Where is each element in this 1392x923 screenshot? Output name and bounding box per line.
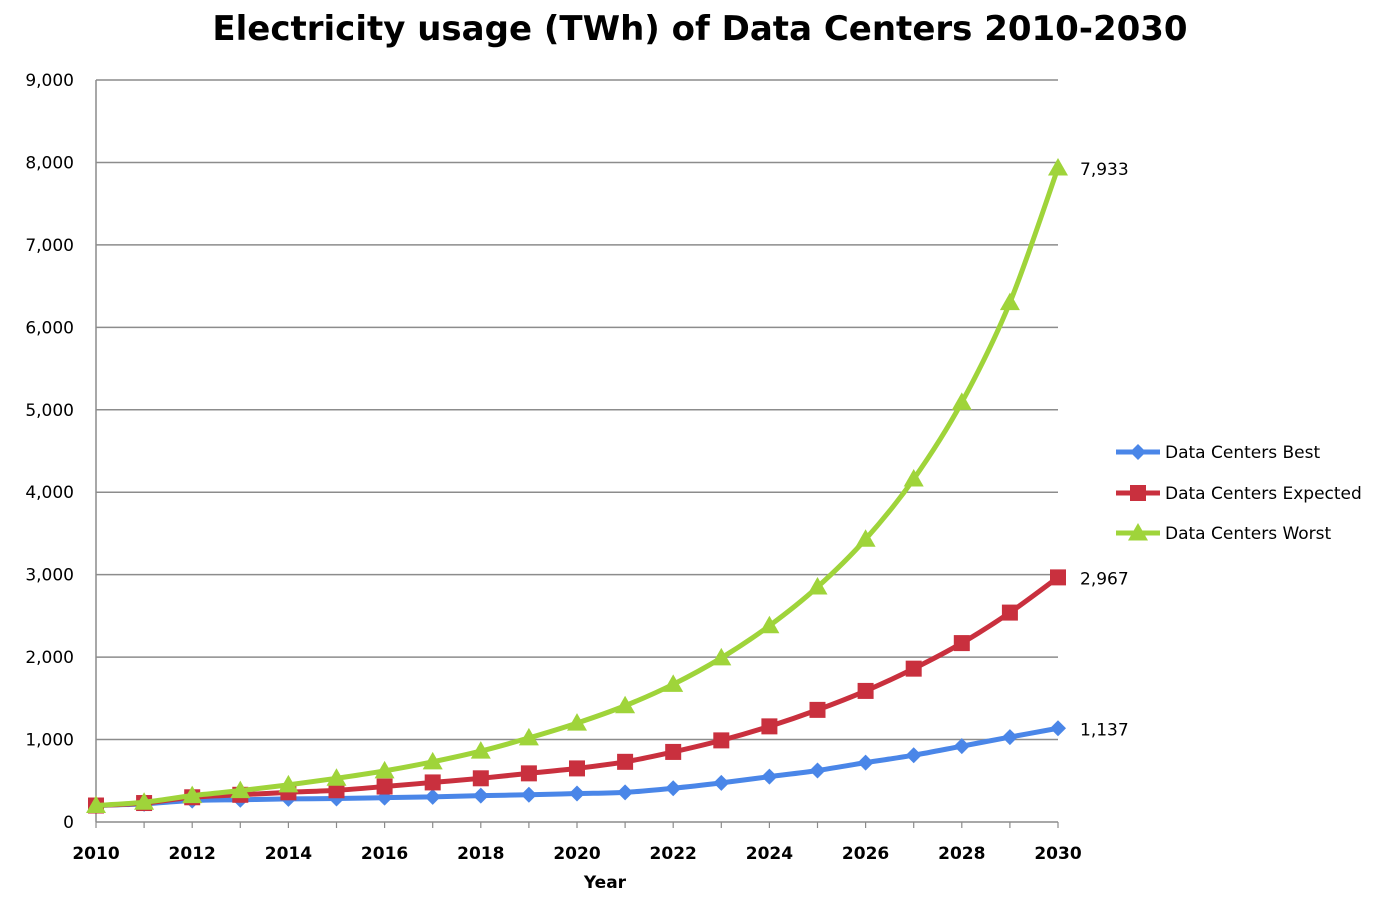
- x-axis-tick-labels: 2010 2012 2014 2016 2018 2020 2022 2024 2026 2028…: [72, 844, 1081, 864]
- series-expected-point: [953, 635, 970, 652]
- series-expected-point: [1050, 569, 1066, 586]
- end-data-labels: 1,137 2,967 7,933: [1080, 160, 1129, 740]
- y-tick-label: 7,000: [25, 236, 74, 256]
- y-tick-label: 8,000: [25, 153, 74, 173]
- series-best-point: [905, 747, 922, 764]
- chart-title: Electricity usage (TWh) of Data Centers …: [212, 9, 1187, 49]
- series-best-point: [1001, 729, 1018, 746]
- series-expected-point: [376, 778, 393, 795]
- y-tick-label: 9,000: [25, 71, 74, 91]
- x-tick-label: 2028: [938, 844, 985, 864]
- y-tick-label: 5,000: [25, 401, 74, 421]
- x-tick-label: 2014: [265, 844, 312, 864]
- series-worst-point: [374, 760, 395, 779]
- y-axis-tick-labels: 0 1,000 2,000 3,000 4,000 5,000 6,000 7,000 8,00…: [25, 71, 74, 833]
- series-expected-point: [761, 718, 778, 735]
- series-best-point: [617, 784, 634, 801]
- grid-lines: [96, 79, 1058, 741]
- series-expected: [88, 569, 1066, 814]
- series-worst-end-label: 7,933: [1080, 160, 1129, 180]
- series-best-point: [857, 754, 874, 771]
- series-worst-point: [134, 792, 155, 810]
- series-expected-point: [665, 743, 682, 760]
- series-worst-point: [567, 713, 587, 731]
- series-expected-point: [520, 765, 537, 782]
- x-tick-label: 2026: [842, 844, 889, 864]
- legend-item-worst: Data Centers Worst: [1116, 523, 1332, 544]
- y-tick-label: 0: [63, 813, 74, 833]
- series-best-point: [472, 787, 489, 804]
- x-tick-label: 2024: [746, 844, 793, 864]
- series-best-point: [665, 780, 682, 797]
- series-worst-point: [855, 529, 876, 547]
- series-best-end-label: 1,137: [1080, 720, 1129, 740]
- x-tick-label: 2018: [457, 844, 504, 864]
- series-expected-point: [424, 774, 441, 791]
- y-tick-label: 1,000: [25, 731, 74, 751]
- series-worst-point: [86, 795, 106, 814]
- series-expected-point: [1001, 604, 1018, 621]
- series-best-point: [424, 788, 441, 805]
- x-axis-label: Year: [583, 873, 627, 893]
- series-expected-end-label: 2,967: [1080, 569, 1129, 589]
- series-worst-line: [93, 165, 1061, 809]
- series-expected-point: [328, 782, 345, 799]
- series-expected-point: [857, 682, 874, 699]
- series-worst-point: [711, 647, 732, 666]
- series-best-point: [569, 785, 585, 802]
- series-worst-point: [470, 741, 491, 759]
- series-worst-point: [663, 674, 684, 692]
- series-best-point: [520, 786, 537, 803]
- series-expected-point: [713, 732, 730, 749]
- series-worst-point: [759, 615, 780, 634]
- legend-item-best: Data Centers Best: [1116, 443, 1320, 463]
- series-worst-point: [1048, 157, 1068, 176]
- series-expected-point: [472, 770, 489, 787]
- series-best-point: [953, 738, 970, 755]
- x-tick-label: 2012: [169, 844, 216, 864]
- series-worst-point: [807, 577, 828, 595]
- series-worst-point: [903, 469, 924, 487]
- series-worst-point: [326, 768, 347, 786]
- legend-item-expected-swatch-point: [1130, 485, 1146, 501]
- series-worst-point: [230, 780, 251, 799]
- legend-item-best-label: Data Centers Best: [1165, 443, 1320, 463]
- legend-item-worst-label: Data Centers Worst: [1165, 524, 1332, 544]
- legend-item-best-swatch-point: [1130, 444, 1146, 460]
- legend-item-expected: Data Centers Expected: [1116, 484, 1362, 504]
- legend-item-worst-swatch-point: [1128, 523, 1148, 541]
- series-worst-point: [278, 774, 299, 793]
- x-tick-label: 2016: [361, 844, 408, 864]
- legend-item-expected-label: Data Centers Expected: [1165, 484, 1362, 504]
- x-tick-label: 2020: [553, 844, 600, 864]
- y-tick-label: 2,000: [25, 648, 74, 668]
- series-best-point: [713, 774, 730, 791]
- x-tick-label: 2010: [72, 844, 119, 864]
- series-expected-point: [617, 753, 634, 770]
- series-worst-point: [518, 727, 539, 746]
- series-best-point: [761, 768, 778, 785]
- legend: Data Centers Best Data Centers Expected Da…: [1116, 443, 1362, 544]
- x-tick-label: 2030: [1034, 844, 1081, 864]
- y-tick-label: 6,000: [25, 318, 74, 338]
- series-expected-point: [905, 660, 922, 677]
- series-worst: [86, 157, 1068, 814]
- x-tick-label: 2022: [650, 844, 697, 864]
- series-expected-point: [809, 701, 826, 718]
- series-worst-point: [615, 695, 636, 714]
- series-best-point: [1050, 720, 1066, 737]
- series-best-point: [809, 762, 826, 779]
- series-worst-point: [422, 751, 443, 770]
- series-expected-point: [569, 760, 585, 777]
- series-group: [86, 157, 1068, 814]
- series-worst-point: [951, 392, 972, 410]
- series-worst-point: [182, 785, 203, 804]
- y-tick-label: 4,000: [25, 483, 74, 503]
- series-worst-point: [999, 292, 1020, 311]
- axes: [95, 80, 1059, 828]
- y-tick-label: 3,000: [25, 566, 74, 586]
